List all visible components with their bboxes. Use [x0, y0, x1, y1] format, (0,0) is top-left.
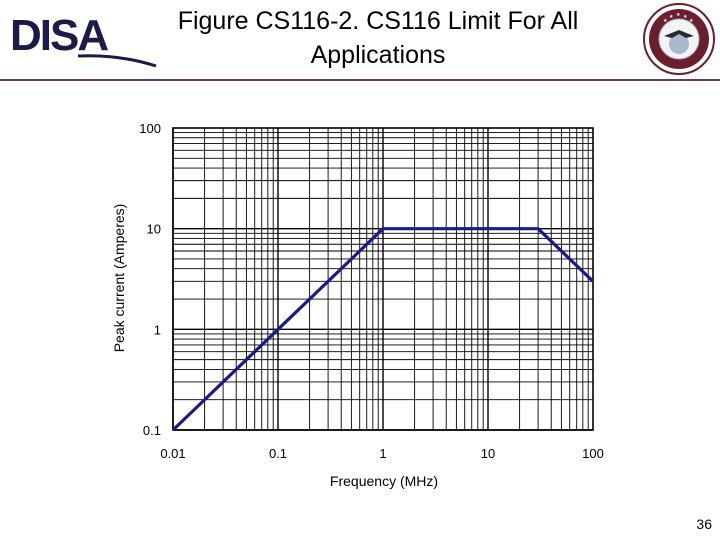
svg-text:★: ★ [669, 14, 674, 20]
agency-seal-icon: ★★ ★ ★★ [643, 3, 715, 75]
x-axis-label: Frequency (MHz) [330, 473, 438, 489]
x-tick-label: 100 [582, 446, 604, 461]
x-tick-label: 0.1 [269, 446, 287, 461]
slide-title: Figure CS116-2. CS116 Limit For All Appl… [177, 7, 579, 69]
svg-text:★: ★ [676, 12, 681, 18]
svg-text:★: ★ [689, 18, 694, 24]
x-tick-label: 10 [481, 446, 495, 461]
limit-curve [171, 227, 595, 432]
svg-text:★: ★ [663, 18, 668, 24]
x-tick-labels: 0.01 0.1 1 10 100 [160, 446, 604, 461]
svg-text:★: ★ [683, 14, 688, 20]
series-layer [171, 227, 595, 432]
disa-logo: DISA [10, 11, 157, 68]
page-number: 36 [696, 516, 712, 532]
title-divider [0, 79, 720, 81]
plot-frame [172, 127, 594, 431]
svg-text:DISA: DISA [10, 11, 108, 60]
y-axis-label: Peak current (Amperes) [111, 204, 127, 353]
y-tick-label: 1 [154, 322, 161, 337]
x-tick-label: 0.01 [160, 446, 185, 461]
y-tick-labels: 0.1 1 10 100 [139, 121, 161, 438]
x-tick-label: 1 [379, 446, 386, 461]
y-tick-label: 10 [147, 222, 161, 237]
plot-border [172, 127, 594, 431]
y-tick-label: 0.1 [143, 423, 161, 438]
chart-grid [172, 128, 593, 431]
y-tick-label: 100 [139, 121, 161, 136]
